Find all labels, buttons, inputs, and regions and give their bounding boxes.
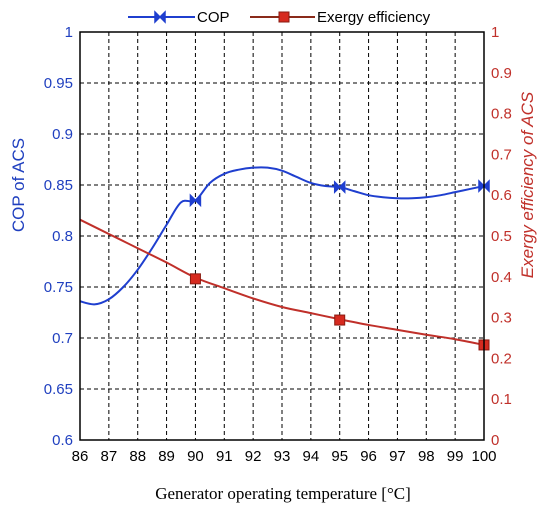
x-tick-label: 95: [331, 448, 348, 465]
y-right-tick-label: 0.7: [491, 146, 512, 163]
y-right-tick-label: 1: [491, 24, 499, 41]
x-tick-label: 89: [158, 448, 175, 465]
x-axis-label: Generator operating temperature [°C]: [155, 484, 411, 503]
legend-label-cop: COP: [197, 9, 230, 26]
y-left-tick-label: 0.9: [52, 126, 73, 143]
tick-layer: 86 87 88 89 90 91 92 93 94 95 96 97 98 99 100 0.6 0.65 0.…: [44, 24, 512, 465]
plot-frame: [79, 31, 485, 441]
x-tick-label: 90: [187, 448, 204, 465]
legend-item-cop: COP: [128, 9, 230, 26]
x-tick-label: 98: [418, 448, 435, 465]
x-tick-label: 88: [129, 448, 146, 465]
y-left-tick-label: 0.7: [52, 330, 73, 347]
series-layer: [79, 166, 490, 351]
legend-item-exergy: Exergy efficiency: [250, 9, 431, 26]
x-tick-label: 93: [274, 448, 291, 465]
y-right-tick-label: 0: [491, 432, 499, 449]
legend-exergy-marker: [278, 11, 290, 23]
legend-label-exergy: Exergy efficiency: [317, 9, 431, 26]
x-tick-label: 96: [360, 448, 377, 465]
legend-cop-marker: [154, 10, 166, 24]
y-left-tick-label: 0.6: [52, 432, 73, 449]
y-right-tick-label: 0.8: [491, 106, 512, 123]
y-right-tick-label: 0.6: [491, 187, 512, 204]
x-tick-label: 94: [303, 448, 320, 465]
y-right-tick-label: 0.1: [491, 391, 512, 408]
exergy-marker: [334, 314, 346, 326]
y-left-tick-label: 0.85: [44, 177, 73, 194]
y-left-tick-label: 0.8: [52, 228, 73, 245]
y-left-tick-label: 1: [65, 24, 73, 41]
y-right-tick-label: 0.5: [491, 228, 512, 245]
legend: COP Exergy efficiency: [128, 9, 431, 26]
cop-marker: [189, 193, 202, 208]
y-right-tick-label: 0.2: [491, 350, 512, 367]
x-tick-label: 87: [101, 448, 118, 465]
y-left-tick-label: 0.75: [44, 279, 73, 296]
y-right-tick-label: 0.3: [491, 310, 512, 327]
y-right-tick-label: 0.9: [491, 65, 512, 82]
x-tick-label: 97: [389, 448, 406, 465]
y-left-tick-label: 0.95: [44, 75, 73, 92]
y-axis-left-label: COP of ACS: [9, 138, 28, 232]
y-right-tick-label: 0.4: [491, 269, 512, 286]
x-tick-label: 91: [216, 448, 233, 465]
exergy-marker: [189, 273, 201, 285]
cop-marker: [333, 180, 346, 194]
x-tick-label: 100: [471, 448, 496, 465]
y-axis-right-label: Exergy efficiency of ACS: [518, 91, 537, 278]
x-tick-label: 86: [72, 448, 89, 465]
x-tick-label: 92: [245, 448, 262, 465]
grid-layer: [80, 32, 484, 440]
y-left-tick-label: 0.65: [44, 381, 73, 398]
x-tick-label: 99: [447, 448, 464, 465]
series-line-cop: [79, 166, 485, 306]
series-line-exergy-efficiency: [79, 218, 485, 346]
